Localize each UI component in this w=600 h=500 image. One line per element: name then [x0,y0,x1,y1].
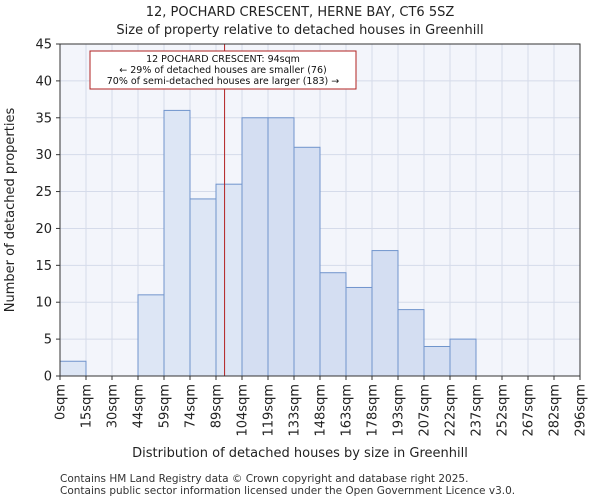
bar-207sqm [423,345,451,377]
bar-0sqm [59,360,87,377]
y-tick-label: 25 [35,185,52,200]
x-tick-label: 267sqm [522,384,537,437]
bar-89sqm [215,183,243,377]
x-tick-label: 119sqm [262,384,277,437]
x-axis-ticks: 0sqm 15sqm 30sqm 44sqm 59sqm 74sqm 89sqm 104sqm… [54,376,589,437]
y-tick-label: 10 [35,296,52,311]
x-tick-label: 296sqm [574,384,589,437]
x-tick-label: 193sqm [392,384,407,437]
bar-133sqm [293,146,321,377]
x-tick-label: 89sqm [210,384,225,428]
x-tick-label: 222sqm [444,384,459,437]
annotation-line1: 12 POCHARD CRESCENT: 94sqm [146,54,300,65]
y-tick-label: 45 [35,38,52,53]
x-tick-label: 44sqm [132,384,147,428]
bar-178sqm [371,250,399,377]
bar-193sqm [397,309,425,377]
x-tick-label: 163sqm [340,384,355,437]
y-tick-label: 15 [35,259,52,274]
bar-119sqm [267,117,295,377]
annotation-line3: 70% of semi-detached houses are larger (… [107,76,340,87]
y-tick-label: 5 [44,333,52,348]
y-axis-label: Number of detached properties [3,108,18,313]
x-tick-label: 237sqm [470,384,485,437]
y-tick-label: 20 [35,222,52,237]
x-tick-label: 30sqm [106,384,121,428]
x-tick-label: 148sqm [314,384,329,437]
x-tick-label: 59sqm [158,384,173,428]
bar-44sqm [137,294,165,377]
chart-title-line1: 12, POCHARD CRESCENT, HERNE BAY, CT6 5SZ [146,5,455,20]
annotation-frame [89,50,357,90]
bar-104sqm [241,117,269,377]
bar-222sqm [449,338,477,377]
bar-59sqm [163,109,191,377]
x-tick-label: 15sqm [80,384,95,428]
footer-line1: Contains HM Land Registry data © Crown c… [60,473,468,485]
chart-title-line2: Size of property relative to detached ho… [116,23,483,38]
y-tick-label: 35 [35,111,52,126]
x-tick-label: 282sqm [548,384,563,437]
bar-163sqm [345,286,373,377]
y-tick-label: 0 [44,370,52,385]
x-tick-label: 74sqm [184,384,199,428]
annotation-line2: ← 29% of detached houses are smaller (76… [119,65,326,76]
y-tick-label: 30 [35,148,52,163]
x-tick-label: 0sqm [54,384,69,420]
bars [59,109,477,377]
y-tick-label: 40 [35,74,52,89]
footer-line2: Contains public sector information licen… [60,485,515,497]
x-tick-label: 252sqm [496,384,511,437]
x-tick-label: 207sqm [418,384,433,437]
x-tick-label: 104sqm [236,384,251,437]
bar-74sqm [189,198,217,377]
x-tick-label: 178sqm [366,384,381,437]
x-tick-label: 133sqm [288,384,303,437]
x-axis-label: Distribution of detached houses by size … [132,446,468,461]
y-axis-ticks: 0 5 10 15 20 25 30 35 40 45 [35,38,60,385]
bar-148sqm [319,272,347,377]
annotation-box: 12 POCHARD CRESCENT: 94sqm ← 29% of deta… [89,50,357,90]
